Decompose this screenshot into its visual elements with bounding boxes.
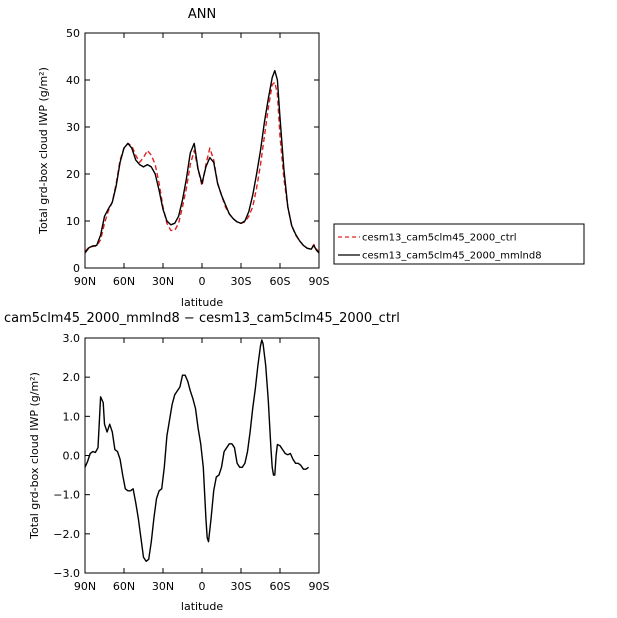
bottom-x-tick-label: 90S bbox=[309, 580, 330, 593]
bottom-y-tick-label: −3.0 bbox=[53, 567, 80, 580]
top-x-tick-label: 30S bbox=[231, 275, 252, 288]
top-y-tick-label: 50 bbox=[66, 27, 80, 40]
top-x-axis-label: latitude bbox=[181, 296, 223, 309]
top-x-tick-label: 60N bbox=[113, 275, 135, 288]
top-series-line-0 bbox=[84, 81, 320, 253]
bottom-y-tick-label: 1.0 bbox=[63, 410, 81, 423]
bottom-x-tick-label: 30N bbox=[152, 580, 174, 593]
top-series-lines bbox=[84, 69, 320, 254]
top-y-axis-label: Total grd-box cloud IWP (g/m²) bbox=[37, 67, 50, 235]
bottom-y-tick-label: −2.0 bbox=[53, 528, 80, 541]
top-panel: ANN 90N 60N 30N 0 30S 60S 90S 0 10 20 30 40 50 lati… bbox=[37, 7, 330, 309]
top-x-tick-label: 90S bbox=[309, 275, 330, 288]
top-y-ticks: 0 10 20 30 40 50 bbox=[66, 27, 319, 275]
legend-entry-ctrl: cesm13_cam5clm45_2000_ctrl bbox=[362, 233, 517, 244]
bottom-y-axis-label: Total grd-box cloud IWP (g/m²) bbox=[28, 372, 41, 540]
top-y-tick-label: 20 bbox=[66, 168, 80, 181]
bottom-panel: cam5clm45_2000_mmlnd8 − cesm13_cam5clm45… bbox=[4, 311, 400, 613]
bottom-x-tick-label: 90N bbox=[74, 580, 96, 593]
bottom-series-line-0 bbox=[84, 339, 310, 562]
bottom-x-tick-label: 0 bbox=[199, 580, 206, 593]
top-y-tick-label: 40 bbox=[66, 74, 80, 87]
top-y-tick-label: 30 bbox=[66, 121, 80, 134]
bottom-x-tick-label: 60N bbox=[113, 580, 135, 593]
legend-box bbox=[333, 223, 585, 265]
bottom-chart-title: cam5clm45_2000_mmlnd8 − cesm13_cam5clm45… bbox=[4, 311, 400, 326]
top-x-tick-label: 0 bbox=[199, 275, 206, 288]
top-x-ticks: 90N 60N 30N 0 30S 60S 90S bbox=[74, 33, 330, 288]
bottom-series-lines bbox=[84, 339, 310, 562]
top-chart-title: ANN bbox=[188, 7, 216, 22]
top-series-line-1 bbox=[84, 69, 320, 254]
legend: cesm13_cam5clm45_2000_ctrl cesm13_cam5cl… bbox=[333, 223, 585, 265]
legend-entry-mmlnd8: cesm13_cam5clm45_2000_mmlnd8 bbox=[362, 251, 542, 262]
bottom-x-axis-label: latitude bbox=[181, 600, 223, 613]
bottom-y-tick-label: 2.0 bbox=[63, 371, 81, 384]
bottom-x-tick-label: 60S bbox=[270, 580, 291, 593]
top-x-tick-label: 30N bbox=[152, 275, 174, 288]
bottom-y-tick-label: 3.0 bbox=[63, 332, 81, 345]
bottom-y-tick-label: 0.0 bbox=[63, 450, 81, 463]
top-y-tick-label: 0 bbox=[73, 262, 80, 275]
bottom-y-tick-label: −1.0 bbox=[53, 489, 80, 502]
top-x-tick-label: 60S bbox=[270, 275, 291, 288]
bottom-x-ticks: 90N 60N 30N 0 30S 60S 90S bbox=[74, 338, 330, 593]
bottom-x-tick-label: 30S bbox=[231, 580, 252, 593]
top-x-tick-label: 90N bbox=[74, 275, 96, 288]
top-plot-frame bbox=[84, 32, 320, 269]
bottom-y-ticks: −3.0 −2.0 −1.0 0.0 1.0 2.0 3.0 bbox=[53, 332, 319, 580]
top-y-tick-label: 10 bbox=[66, 215, 80, 228]
